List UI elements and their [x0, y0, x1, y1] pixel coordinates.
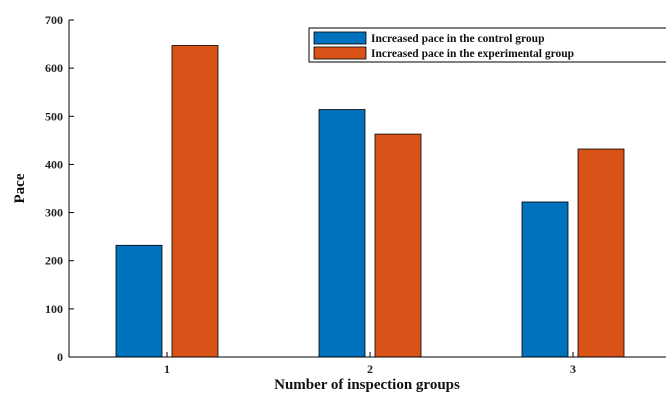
legend-label-control: Increased pace in the control group — [371, 33, 544, 45]
bar-experimental-2 — [374, 133, 422, 358]
y-tick-label: 600 — [45, 61, 63, 75]
bar-experimental-1 — [171, 45, 219, 358]
y-axis-title: Pace — [12, 173, 28, 203]
y-tick-label: 0 — [57, 350, 63, 364]
bar-control-3 — [521, 201, 569, 358]
x-axis: 1 2 3 — [164, 352, 576, 376]
x-tick-label: 2 — [367, 362, 373, 376]
x-axis-title: Number of inspection groups — [274, 377, 460, 393]
y-tick-label: 300 — [45, 206, 63, 220]
y-axis: 0 100 200 300 400 500 600 700 — [45, 13, 74, 364]
x-tick-label: 1 — [164, 362, 170, 376]
bar-control-2 — [318, 109, 366, 358]
y-tick-label: 700 — [45, 13, 63, 27]
bar-control-1 — [115, 244, 163, 358]
legend-swatch-control — [313, 31, 367, 45]
legend: Increased pace in the control group Incr… — [308, 27, 666, 63]
bar-experimental-3 — [577, 148, 625, 358]
bars — [115, 45, 625, 358]
x-tick-label: 3 — [570, 362, 576, 376]
legend-box — [308, 27, 666, 63]
y-tick-label: 200 — [45, 254, 63, 268]
y-tick-label: 100 — [45, 302, 63, 316]
legend-swatch-experimental — [313, 46, 367, 60]
legend-label-experimental: Increased pace in the experimental group — [371, 48, 574, 60]
y-tick-label: 400 — [45, 157, 63, 171]
y-tick-label: 500 — [45, 109, 63, 123]
